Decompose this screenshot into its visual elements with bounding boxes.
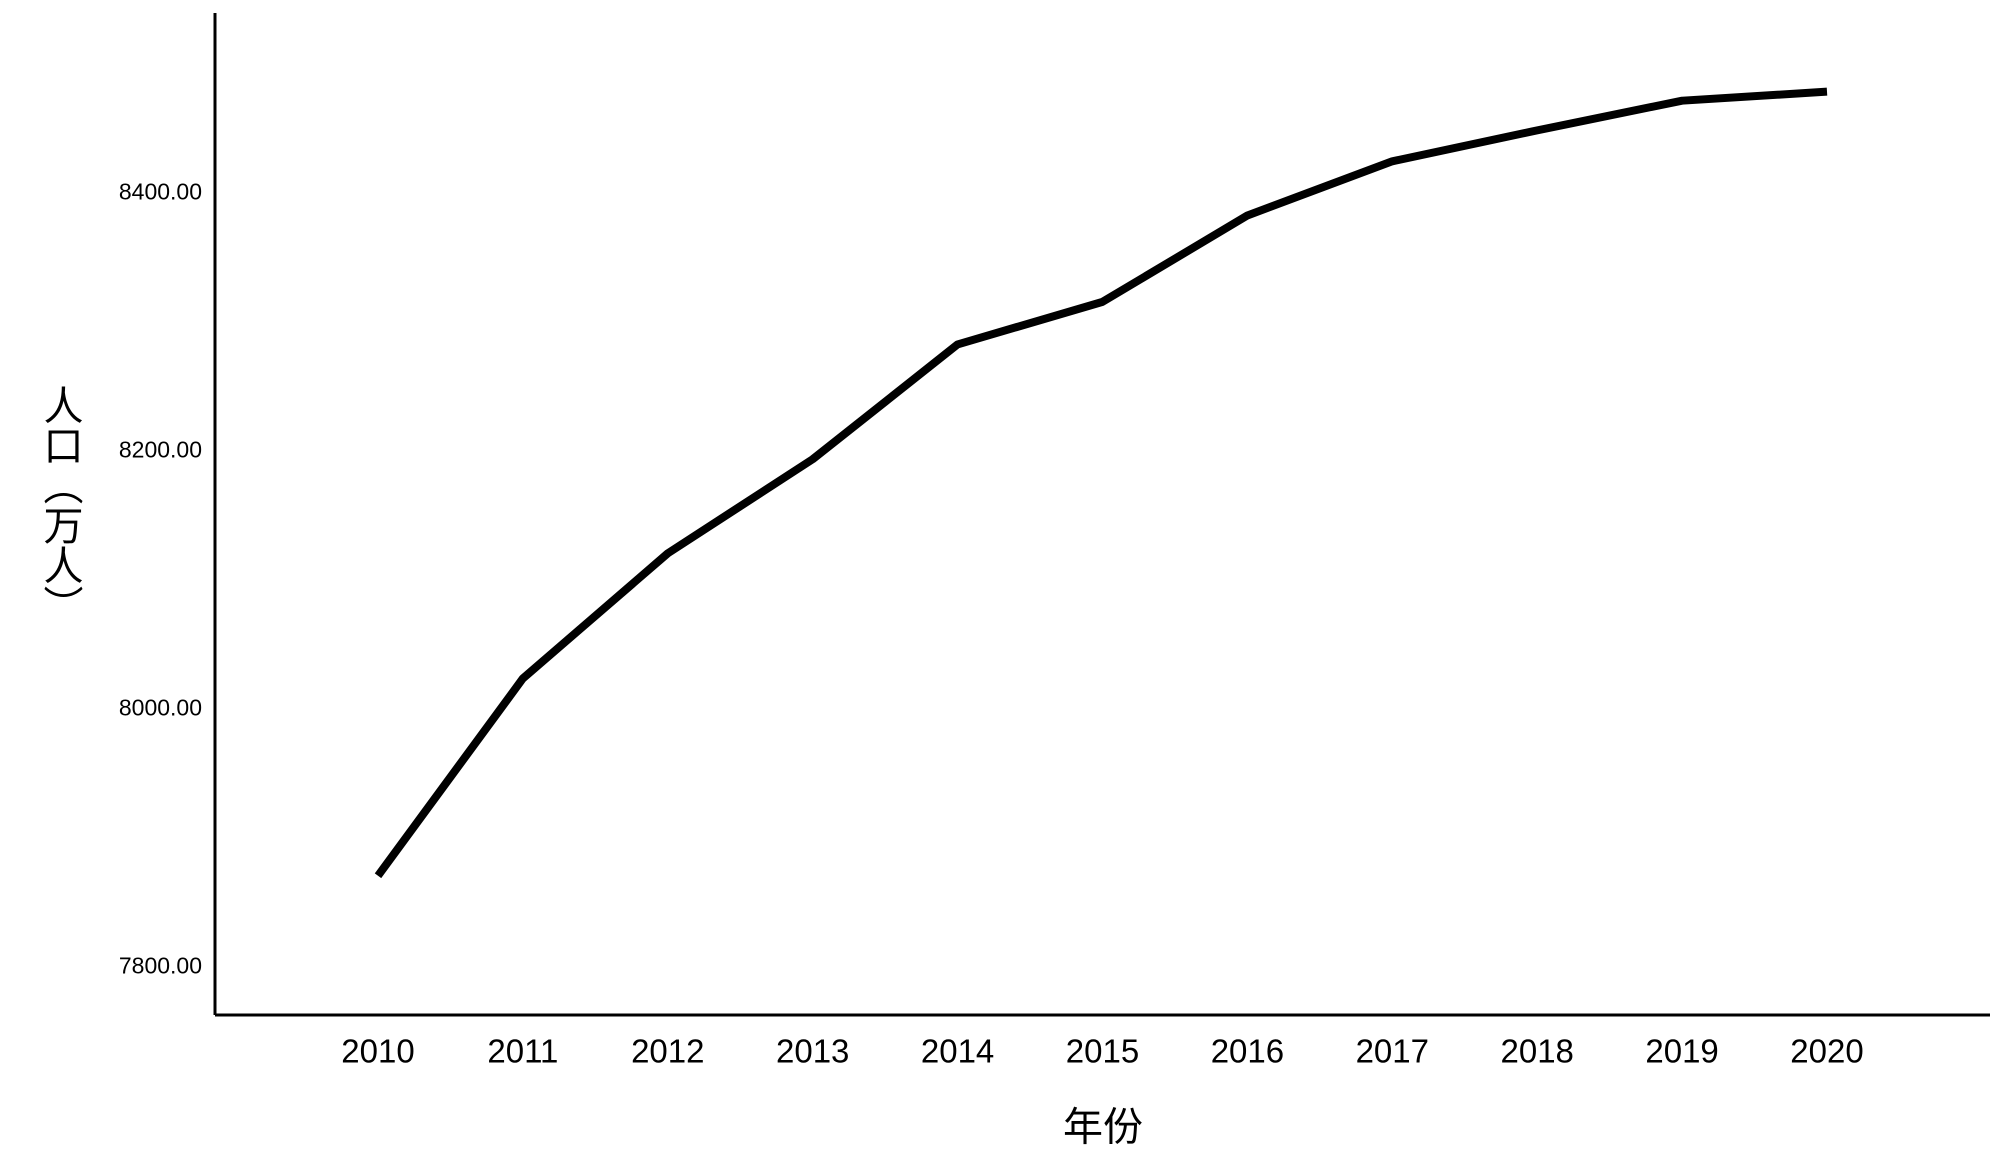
y-axis-title: 人口（万人） <box>37 385 83 625</box>
x-tick-label: 2019 <box>1645 1033 1718 1070</box>
y-tick-label: 8200.00 <box>119 437 202 463</box>
x-tick-label: 2016 <box>1211 1033 1284 1070</box>
x-tick-label: 2011 <box>487 1033 558 1070</box>
x-tick-label: 2018 <box>1500 1033 1573 1070</box>
x-tick-label: 2010 <box>341 1033 414 1070</box>
x-tick-label: 2017 <box>1356 1033 1429 1070</box>
x-axis-title: 年份 <box>1063 1106 1143 1150</box>
y-tick-label: 8000.00 <box>119 694 202 720</box>
data-line <box>374 87 1828 879</box>
x-tick-label: 2015 <box>1066 1033 1139 1070</box>
y-tick-label: 8400.00 <box>119 179 202 205</box>
y-tick-label: 7800.00 <box>119 952 202 978</box>
x-tick-label: 2014 <box>921 1033 994 1070</box>
x-tick-label: 2013 <box>776 1033 849 1070</box>
x-tick-label: 2020 <box>1790 1033 1863 1070</box>
x-tick-label: 2012 <box>631 1033 704 1070</box>
